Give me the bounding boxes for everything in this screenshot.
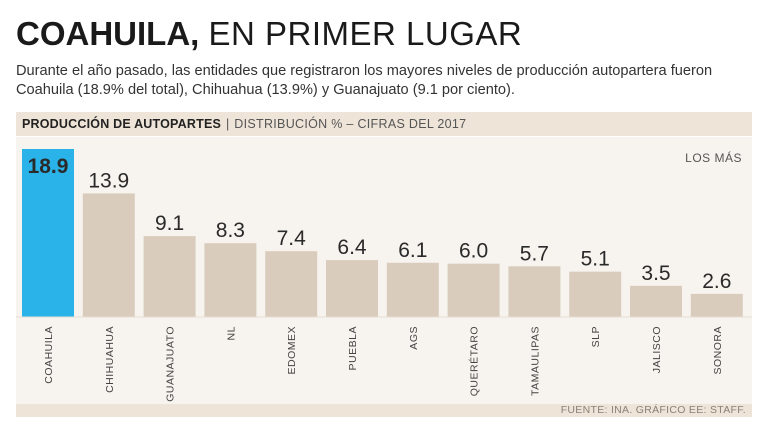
category-label-ags: AGS: [408, 326, 420, 350]
footer-strip: FUENTE: INA. GRÁFICO EE: STAFF.: [16, 404, 752, 417]
value-label-puebla: 6.4: [337, 236, 367, 259]
value-label-edomex: 7.4: [277, 227, 307, 250]
bar-edomex: [265, 251, 318, 317]
bar-chihuahua: [82, 193, 135, 317]
value-label-slp: 5.1: [581, 248, 610, 271]
category-label-chihuahua: CHIHUAHUA: [104, 326, 116, 393]
chart-note: LOS MÁS: [685, 151, 742, 165]
chart-panel: 18.9 COAHUILA 13.9 CHIHUAHUA 9.1 GUANAJUATO 8.…: [16, 137, 752, 404]
dek-paragraph: Durante el año pasado, las entidades que…: [16, 63, 713, 98]
category-label-slp: SLP: [590, 326, 602, 347]
bar-querétaro: [447, 263, 500, 317]
chart-title: PRODUCCIÓN DE AUTOPARTES: [22, 117, 222, 131]
category-label-edomex: EDOMEX: [286, 326, 298, 375]
value-label-guanajuato: 9.1: [155, 212, 184, 235]
bar-sonora: [690, 293, 743, 317]
bar-nl: [204, 243, 257, 317]
chart-title-separator: |: [226, 117, 230, 131]
category-label-sonora: SONORA: [712, 326, 724, 375]
bar-puebla: [326, 260, 378, 317]
value-label-querétaro: 6.0: [459, 240, 488, 263]
bar-chart: 18.9 COAHUILA 13.9 CHIHUAHUA 9.1 GUANAJUATO 8.…: [16, 149, 752, 402]
bar-ags: [386, 262, 439, 317]
category-label-jalisco: JALISCO: [651, 326, 663, 373]
headline: COAHUILA, EN PRIMER LUGAR: [16, 14, 522, 54]
chart-title-bar: PRODUCCIÓN DE AUTOPARTES | DISTRIBUCIÓN …: [16, 112, 752, 136]
category-label-puebla: PUEBLA: [347, 326, 359, 370]
value-label-chihuahua: 13.9: [88, 169, 129, 192]
bar-coahuila: [22, 149, 74, 317]
bar-slp: [569, 271, 622, 317]
category-label-tamaulipas: TAMAULIPAS: [529, 326, 541, 396]
bar-guanajuato: [143, 236, 196, 317]
chart-subtitle: DISTRIBUCIÓN % – CIFRAS DEL 2017: [234, 117, 467, 131]
value-label-nl: 8.3: [216, 219, 245, 242]
category-label-querétaro: QUERÉTARO: [468, 326, 481, 396]
value-label-sonora: 2.6: [702, 270, 731, 293]
category-label-guanajuato: GUANAJUATO: [165, 326, 177, 402]
value-label-coahuila: 18.9: [28, 155, 69, 178]
bar-jalisco: [630, 285, 682, 317]
bar-tamaulipas: [508, 266, 561, 317]
headline-light: EN PRIMER LUGAR: [208, 15, 523, 52]
category-label-coahuila: COAHUILA: [43, 326, 55, 384]
category-label-nl: NL: [225, 326, 237, 340]
source-credit: FUENTE: INA. GRÁFICO EE: STAFF.: [560, 404, 746, 416]
headline-bold: COAHUILA,: [16, 15, 200, 52]
value-label-ags: 6.1: [398, 239, 427, 262]
value-label-tamaulipas: 5.7: [520, 242, 549, 265]
value-label-jalisco: 3.5: [641, 262, 670, 285]
